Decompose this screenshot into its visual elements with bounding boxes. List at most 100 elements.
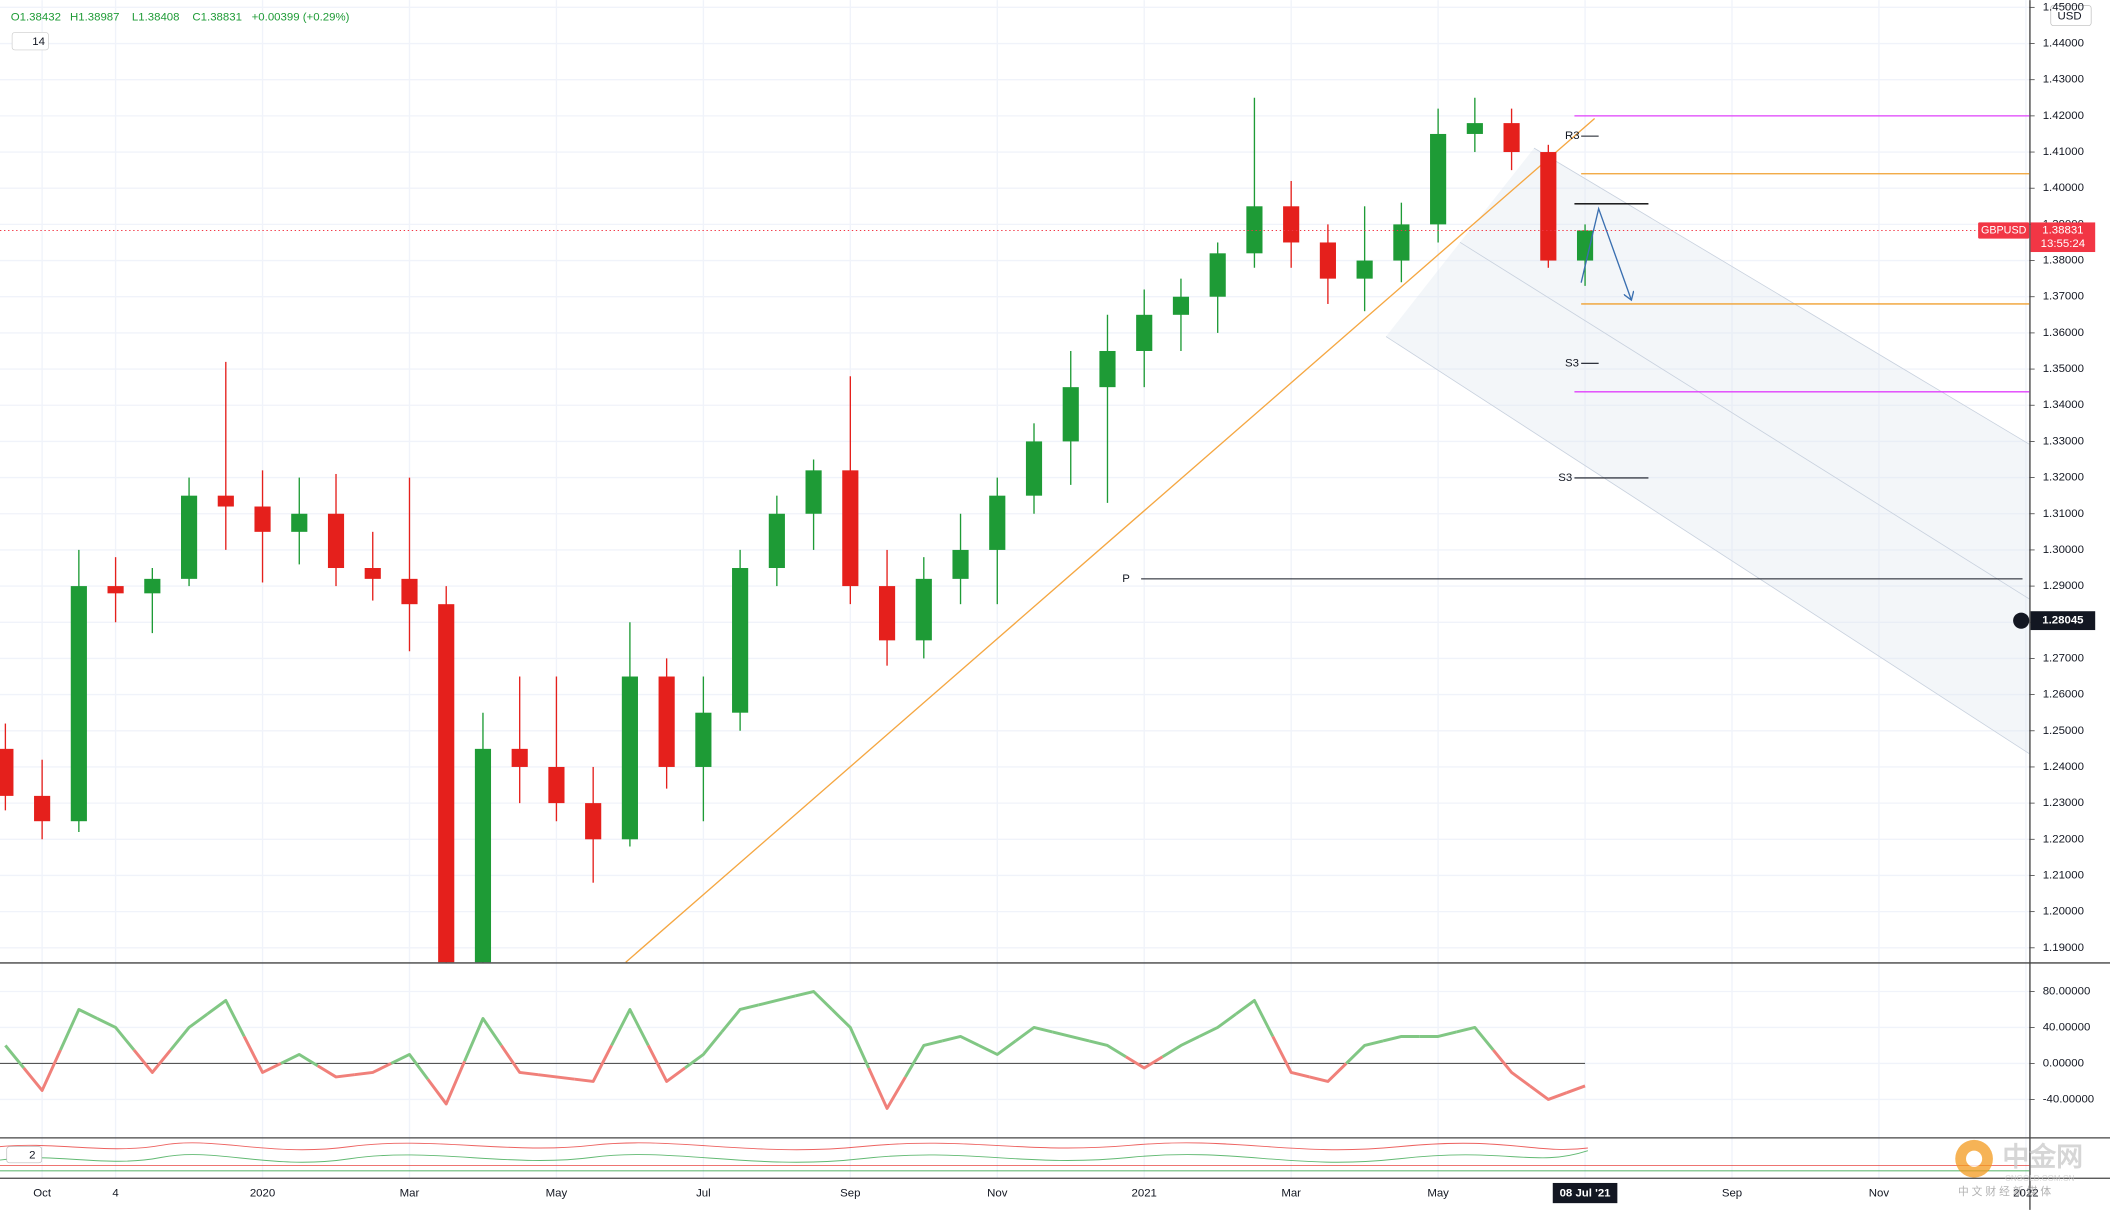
candle-body (291, 513, 308, 532)
y-tick-label: 1.34000 (2043, 399, 2084, 411)
oscillator-segment (1052, 1030, 1090, 1043)
pitchfork-line (1533, 147, 2030, 445)
header-close: C1.38831 (192, 12, 242, 24)
oscillator-segment (794, 990, 833, 1011)
candle-body (1503, 123, 1520, 153)
candle-body (144, 578, 161, 594)
pitchfork-line (1459, 242, 2030, 600)
pitchfork-zone (1386, 148, 2030, 754)
period-box[interactable] (11, 32, 49, 51)
candle-body (621, 676, 638, 840)
oscillator-segment (280, 1052, 319, 1067)
x-tick-label: May (546, 1188, 568, 1200)
y-tick-label: 1.27000 (2043, 652, 2084, 664)
x-tick-label: Sep (840, 1188, 860, 1200)
oscillator-segment (646, 1044, 686, 1083)
oscillator-segment (758, 994, 796, 1007)
oscillator-segment (242, 1035, 282, 1074)
oscillator-segment (96, 1017, 136, 1051)
oscillator-segment (1492, 1049, 1531, 1088)
pivot-label: S3 (1565, 357, 1579, 369)
y-tick-label: 1.41000 (2043, 146, 2084, 158)
y-tick-label: 1.32000 (2043, 472, 2084, 484)
x-tick-label: Mar (1281, 1188, 1301, 1200)
y-tick-label: 1.35000 (2043, 363, 2084, 375)
y-tick-label: 1.42000 (2043, 110, 2084, 122)
oscillator-segment (1345, 1039, 1384, 1065)
crosshair-tag (2030, 611, 2096, 631)
x-tick-label: 2022 (2013, 1188, 2038, 1200)
oscillator-segment (1419, 1030, 1457, 1038)
x-tick-label: Sep (1722, 1188, 1742, 1200)
candle-body (732, 568, 749, 713)
candle-body (1393, 224, 1410, 261)
x-tick-label: 2020 (250, 1188, 275, 1200)
grid (0, 0, 2030, 1178)
oscillator-segment (132, 1049, 172, 1074)
pivot-label: R3 (1565, 130, 1580, 142)
x-tick-label: 08 Jul '21 (1560, 1188, 1612, 1200)
candle-body (915, 578, 932, 641)
y-tick-label: 1.30000 (2043, 544, 2084, 556)
currency-box[interactable] (2050, 5, 2092, 27)
x-tick-label: May (1427, 1188, 1449, 1200)
candle-body (1540, 152, 1557, 261)
y-tick-label: 1.22000 (2043, 833, 2084, 845)
sub-pane-label: 2 (29, 1149, 35, 1161)
oscillator-segment (904, 1039, 943, 1078)
pitchfork-line (1385, 336, 2030, 755)
pivot-label: P (1122, 573, 1130, 585)
oscillator-segment (390, 1052, 430, 1081)
oscillator-segment (1235, 999, 1275, 1038)
period-label[interactable]: 14 (32, 36, 45, 48)
candle-body (401, 578, 418, 605)
candle-body (1136, 314, 1153, 351)
y-tick-label: 1.25000 (2043, 725, 2084, 737)
candle-body (842, 470, 859, 587)
x-tick-label: Jul (696, 1188, 711, 1200)
candle-body (952, 549, 969, 579)
candle-body (107, 586, 124, 594)
currency-label[interactable]: USD (2058, 10, 2082, 22)
y-tick-label: -40.00000 (2043, 1093, 2094, 1105)
oscillator-segment (1382, 1034, 1420, 1043)
watermark-slogan: 中 文 财 经 新 媒 体 (1958, 1185, 2051, 1198)
y-tick-label: 1.36000 (2043, 327, 2084, 339)
candle-body (254, 506, 271, 532)
y-tick-label: 0.00000 (2043, 1057, 2084, 1069)
candle-body (474, 748, 492, 963)
symbol-label: GBPUSD (1981, 224, 2027, 236)
candle-body (548, 766, 565, 804)
candle-body (1319, 242, 1336, 279)
y-tick-label: 1.23000 (2043, 797, 2084, 809)
watermark: 中金网 CNGOLD.COM.CN 中 文 财 经 新 媒 体 (1955, 1139, 2083, 1198)
candle-body (364, 568, 381, 579)
oscillator-segment (610, 1008, 650, 1047)
x-tick-label: 2021 (1132, 1188, 1157, 1200)
oscillator-segment (316, 1064, 355, 1079)
oscillator-segment (1271, 1035, 1310, 1079)
oscillator-segment (537, 1073, 575, 1081)
y-tick-label: 80.00000 (2043, 986, 2091, 998)
oscillator-segment (426, 1060, 466, 1106)
oscillator-segment (1088, 1039, 1127, 1058)
candle-body (511, 748, 528, 767)
oscillator-segment (867, 1067, 907, 1110)
x-tick-label: Mar (400, 1188, 420, 1200)
candle-body (1356, 260, 1373, 279)
oscillator-segment (354, 1062, 392, 1077)
oscillator-segment (1161, 1035, 1200, 1058)
crosshair-icon (2013, 612, 2030, 629)
y-tick-label: 1.40000 (2043, 182, 2084, 194)
candle-body (695, 712, 712, 767)
y-tick-label: 1.19000 (2043, 942, 2084, 954)
candle-body (327, 513, 345, 569)
watermark-site: CNGOLD.COM.CN (2005, 1174, 2075, 1183)
header-high: H1.38987 (70, 12, 120, 24)
oscillator-segment (500, 1044, 539, 1077)
oscillator-segment (1456, 1025, 1495, 1051)
price-tag-label: 1.38831 (2042, 225, 2083, 237)
oscillator-segment (1014, 1025, 1053, 1043)
y-tick-label: 1.26000 (2043, 689, 2084, 701)
pivot-label: S3 (1558, 472, 1572, 484)
